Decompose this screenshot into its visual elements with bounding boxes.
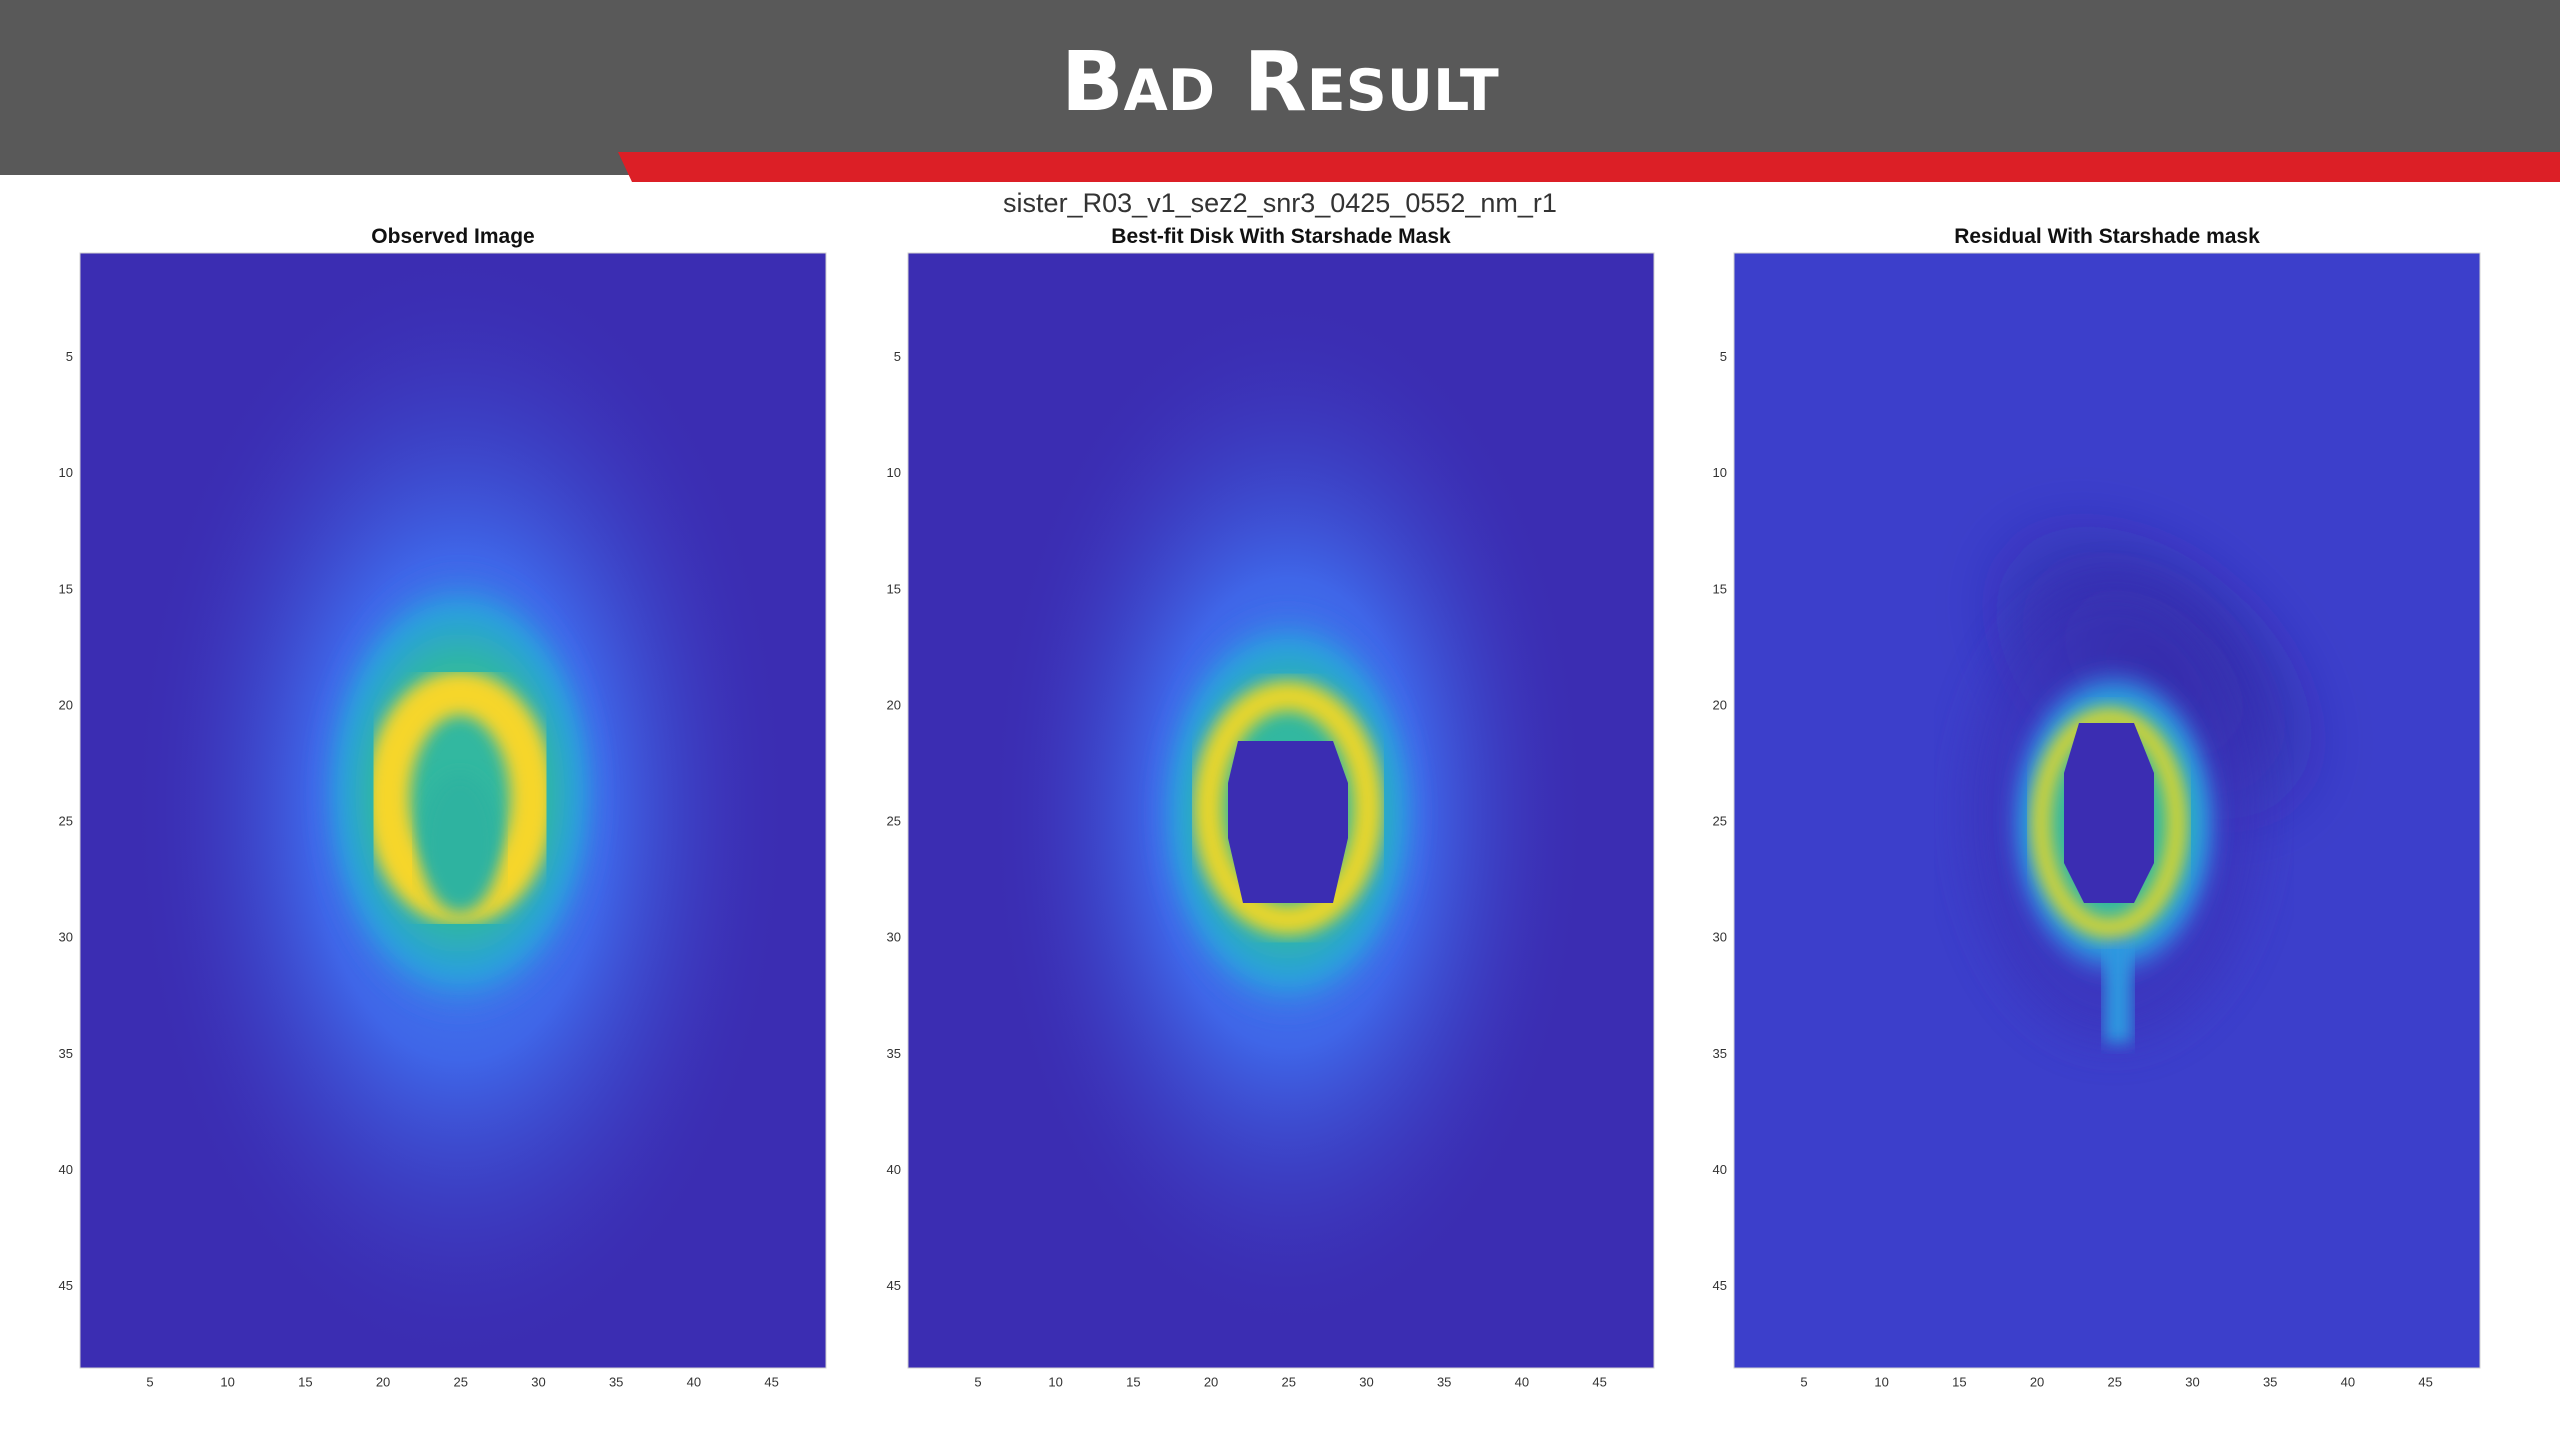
y-tick-label: 35 bbox=[887, 1046, 901, 1061]
y-tick-label: 35 bbox=[1713, 1046, 1727, 1061]
x-tick-label: 5 bbox=[146, 1374, 153, 1389]
y-tick-label: 10 bbox=[887, 465, 901, 480]
y-tick-label: 15 bbox=[1713, 581, 1727, 596]
y-tick-label: 30 bbox=[1713, 930, 1727, 945]
panel: Residual With Starshade mask 5 10 15 20 25 30 3… bbox=[1713, 225, 2481, 1389]
y-tick-label: 15 bbox=[887, 581, 901, 596]
x-tick-label: 15 bbox=[1952, 1374, 1966, 1389]
y-tick-label: 10 bbox=[59, 465, 73, 480]
x-tick-label: 45 bbox=[2418, 1374, 2432, 1389]
x-tick-label: 40 bbox=[687, 1374, 701, 1389]
x-tick-label: 35 bbox=[1437, 1374, 1451, 1389]
y-tick-label: 45 bbox=[887, 1278, 901, 1293]
x-tick-label: 30 bbox=[2185, 1374, 2199, 1389]
y-tick-label: 30 bbox=[887, 930, 901, 945]
x-tick-label: 45 bbox=[764, 1374, 778, 1389]
x-tick-label: 45 bbox=[1592, 1374, 1606, 1389]
panel-title: Observed Image bbox=[371, 225, 534, 248]
y-tick-label: 35 bbox=[59, 1046, 73, 1061]
slide-title: Bad Result bbox=[1061, 35, 1499, 130]
y-tick-label: 20 bbox=[887, 697, 901, 712]
y-tick-label: 40 bbox=[887, 1162, 901, 1177]
x-tick-label: 5 bbox=[1800, 1374, 1807, 1389]
x-tick-label: 20 bbox=[376, 1374, 390, 1389]
x-tick-label: 15 bbox=[1126, 1374, 1140, 1389]
x-tick-label: 5 bbox=[974, 1374, 981, 1389]
x-tick-label: 40 bbox=[2341, 1374, 2355, 1389]
x-tick-label: 35 bbox=[2263, 1374, 2277, 1389]
x-tick-label: 20 bbox=[1204, 1374, 1218, 1389]
x-tick-label: 10 bbox=[1048, 1374, 1062, 1389]
panel: Observed Image 5 10 15 20 25 30 35 40 45 5 10 15 20 25… bbox=[59, 225, 827, 1389]
y-tick-label: 10 bbox=[1713, 465, 1727, 480]
x-tick-label: 25 bbox=[1282, 1374, 1296, 1389]
y-tick-label: 20 bbox=[59, 697, 73, 712]
header-accent bbox=[618, 152, 2560, 182]
figure-title: sister_R03_v1_sez2_snr3_0425_0552_nm_r1 bbox=[1003, 188, 1557, 218]
y-tick-label: 40 bbox=[59, 1162, 73, 1177]
x-tick-label: 30 bbox=[531, 1374, 545, 1389]
y-tick-label: 25 bbox=[887, 814, 901, 829]
x-tick-label: 35 bbox=[609, 1374, 623, 1389]
y-tick-label: 25 bbox=[59, 814, 73, 829]
panel: Best-fit Disk With Starshade Mask 5 10 15 20… bbox=[887, 225, 1655, 1389]
plot-frame bbox=[1733, 252, 2481, 1369]
plot-frame bbox=[79, 252, 827, 1369]
heatmap bbox=[1734, 253, 2480, 1368]
y-tick-label: 15 bbox=[59, 581, 73, 596]
x-tick-label: 20 bbox=[2030, 1374, 2044, 1389]
panel-title: Best-fit Disk With Starshade Mask bbox=[1111, 225, 1451, 248]
x-tick-label: 25 bbox=[454, 1374, 468, 1389]
heatmap bbox=[80, 253, 826, 1368]
y-tick-label: 45 bbox=[59, 1278, 73, 1293]
x-tick-label: 10 bbox=[1874, 1374, 1888, 1389]
y-tick-label: 45 bbox=[1713, 1278, 1727, 1293]
y-tick-label: 25 bbox=[1713, 814, 1727, 829]
panel-title: Residual With Starshade mask bbox=[1954, 225, 2260, 248]
x-tick-label: 10 bbox=[220, 1374, 234, 1389]
x-tick-label: 25 bbox=[2108, 1374, 2122, 1389]
x-tick-label: 15 bbox=[298, 1374, 312, 1389]
y-tick-label: 30 bbox=[59, 930, 73, 945]
heatmap bbox=[908, 253, 1654, 1368]
header-bar bbox=[0, 0, 2560, 175]
x-tick-label: 40 bbox=[1515, 1374, 1529, 1389]
plot-frame bbox=[907, 252, 1655, 1369]
y-tick-label: 5 bbox=[66, 349, 73, 364]
y-tick-label: 40 bbox=[1713, 1162, 1727, 1177]
x-tick-label: 30 bbox=[1359, 1374, 1373, 1389]
y-tick-label: 20 bbox=[1713, 697, 1727, 712]
y-tick-label: 5 bbox=[894, 349, 901, 364]
y-tick-label: 5 bbox=[1720, 349, 1727, 364]
